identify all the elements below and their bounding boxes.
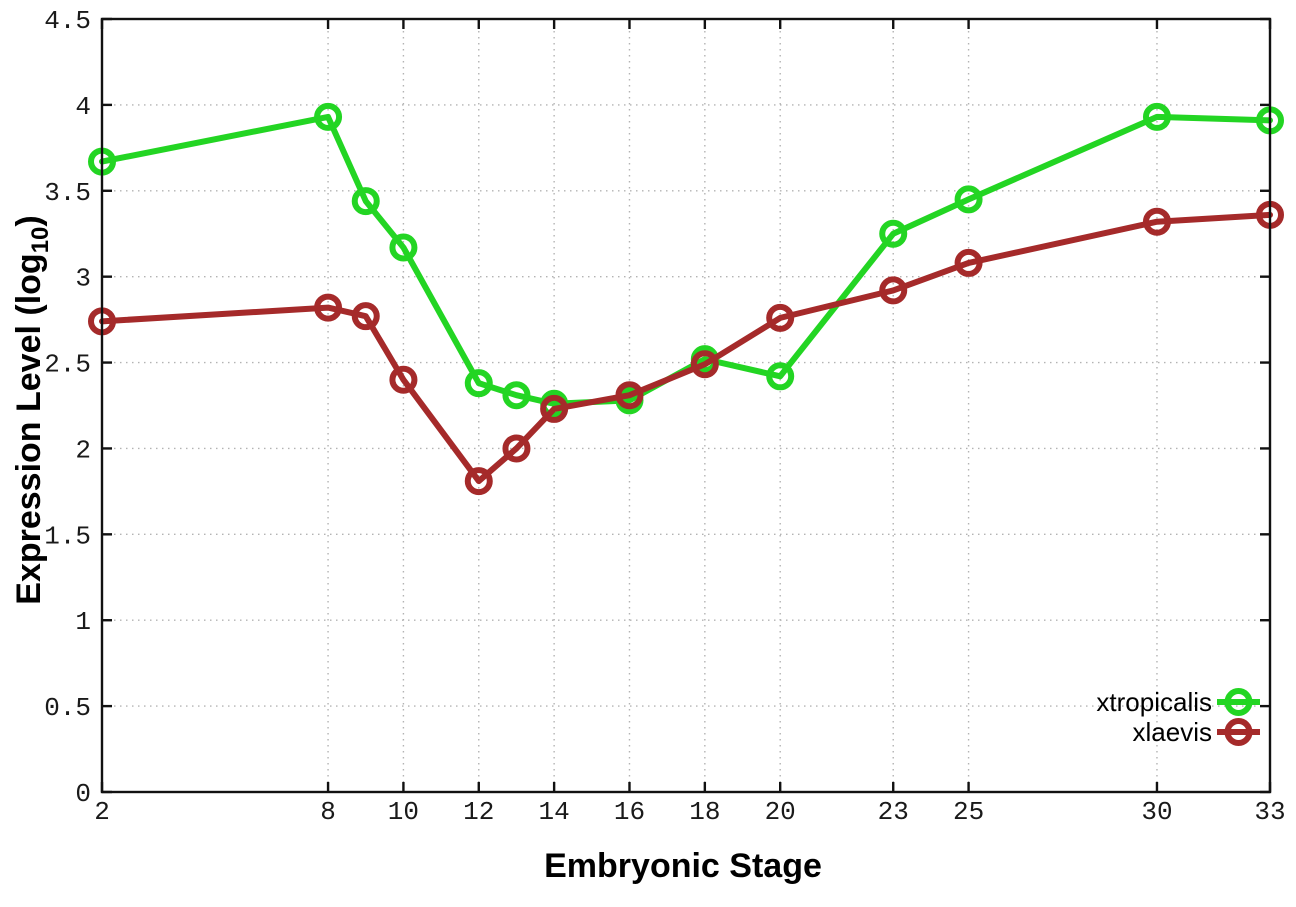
x-tick-label: 16 (614, 797, 645, 827)
x-tick-label: 2 (94, 797, 110, 827)
data-point-xlaevis (615, 381, 644, 410)
y-axis-label-group: Expression Level (log10) (10, 215, 54, 604)
data-point-xtropicalis (954, 185, 983, 214)
data-point-xtropicalis (766, 362, 795, 391)
x-tick-label: 30 (1141, 797, 1172, 827)
data-point-xlaevis (540, 394, 569, 423)
data-point-xlaevis (690, 350, 719, 379)
y-axis-label: Expression Level (log10) (10, 215, 54, 604)
data-point-xtropicalis (502, 381, 531, 410)
y-tick-label: 3.5 (44, 178, 91, 208)
data-point-xlaevis (766, 303, 795, 332)
x-axis-label: Embryonic Stage (544, 847, 822, 885)
data-point-xlaevis (351, 302, 380, 331)
y-tick-label: 4 (75, 92, 91, 122)
data-point-xtropicalis (389, 233, 418, 262)
gridlines (101, 18, 1271, 793)
data-point-xtropicalis (351, 187, 380, 216)
legend-marker-sample (1224, 718, 1253, 746)
y-tick-label: 2 (75, 435, 91, 465)
x-tick-label: 25 (953, 797, 984, 827)
tick-labels: 0 0.5 1 1.5 2 2.5 3 3.5 4 4.5 2 8 10 12 14 16 18 20 23 25 30… (44, 6, 1285, 827)
data-point-xlaevis (502, 434, 531, 463)
data-point-xlaevis (879, 276, 908, 305)
legend-label-xlaevis: xlaevis (1133, 717, 1212, 747)
series-line-xtropicalis (99, 113, 1273, 407)
y-tick-label: 1.5 (44, 521, 91, 551)
x-tick-label: 12 (463, 797, 494, 827)
y-tick-label: 3 (75, 264, 91, 294)
y-tick-label: 1 (75, 607, 91, 637)
data-point-xlaevis (1142, 207, 1171, 236)
x-tick-label: 8 (320, 797, 336, 827)
y-tick-label: 2.5 (44, 350, 91, 380)
data-point-xlaevis (389, 365, 418, 394)
data-point-xtropicalis (1142, 102, 1171, 131)
series-line-xlaevis (99, 211, 1273, 485)
y-tick-label: 0.5 (44, 693, 91, 723)
series-layer (88, 102, 1284, 496)
x-tick-label: 20 (765, 797, 796, 827)
x-tick-label: 14 (539, 797, 570, 827)
data-point-xlaevis (314, 293, 343, 322)
y-tick-label: 0 (75, 779, 91, 809)
data-point-xtropicalis (464, 369, 493, 398)
data-point-xlaevis (954, 248, 983, 277)
x-tick-label: 23 (878, 797, 909, 827)
legend-label-xtropicalis: xtropicalis (1096, 687, 1212, 717)
x-tick-label: 18 (689, 797, 720, 827)
x-tick-label: 33 (1254, 797, 1285, 827)
data-point-xtropicalis (879, 219, 908, 248)
x-tick-label: 10 (388, 797, 419, 827)
plot-border (100, 17, 1272, 794)
data-point-xtropicalis (314, 102, 343, 131)
axes (100, 17, 1272, 794)
data-point-xlaevis (464, 467, 493, 496)
legend-marker-sample (1224, 688, 1253, 716)
y-tick-label: 4.5 (44, 6, 91, 36)
